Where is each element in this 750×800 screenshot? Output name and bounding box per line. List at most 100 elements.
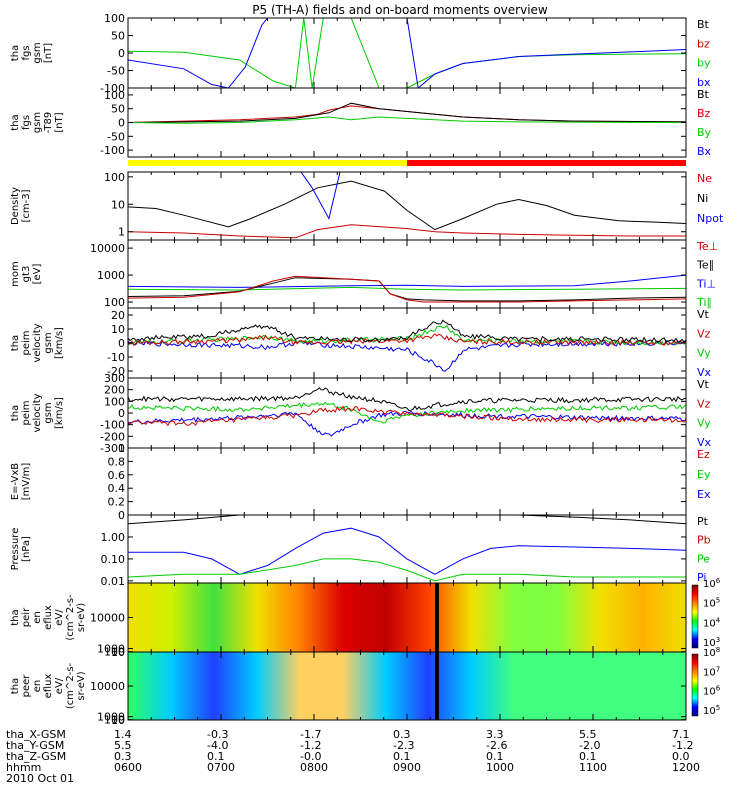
colorbar-tick-label: 106 bbox=[703, 577, 721, 590]
legend-entry: Bz bbox=[697, 107, 711, 120]
series-line-temp-Te⊥ bbox=[128, 275, 686, 303]
y-axis-label: [nT] bbox=[43, 43, 54, 63]
y-tick-label: 100 bbox=[104, 646, 125, 659]
legend-entry: Vt bbox=[697, 378, 710, 391]
y-axis-label: tha bbox=[10, 405, 21, 421]
legend-entry: Vy bbox=[697, 417, 711, 430]
y-axis-label: tha bbox=[10, 335, 21, 351]
y-axis-label: sr-eV) bbox=[76, 603, 87, 632]
y-axis-label: fgs bbox=[21, 45, 32, 60]
legend-entry: Pe bbox=[697, 552, 710, 565]
y-tick-label: 300 bbox=[104, 372, 125, 385]
y-tick-label: 100 bbox=[104, 12, 125, 25]
y-tick-label: 1 bbox=[118, 226, 125, 239]
y-axis-label: gsm bbox=[43, 402, 54, 423]
y-axis-label: (cm^2-s- bbox=[65, 594, 76, 641]
y-axis-label: eflux bbox=[43, 605, 54, 630]
legend-entry: Vx bbox=[697, 366, 712, 379]
legend-entry: Vt bbox=[697, 308, 710, 321]
series-line-vel_esa-Vy bbox=[128, 324, 686, 346]
y-axis-label: peim bbox=[21, 330, 32, 355]
legend-entry: Vx bbox=[697, 436, 712, 449]
plot-frame bbox=[127, 239, 687, 309]
y-tick-label: 0.6 bbox=[108, 469, 126, 482]
y-axis-label: fgs bbox=[21, 115, 32, 130]
y-tick-label: 20 bbox=[111, 309, 125, 322]
series-line-pressure-Pe bbox=[128, 558, 686, 582]
series-line-density-Ni bbox=[128, 180, 686, 231]
series-line-fgs_fac-Bz bbox=[128, 105, 686, 123]
legend-entry: Bt bbox=[697, 88, 710, 101]
y-tick-label: 100 bbox=[104, 714, 125, 727]
y-tick-label: 100 bbox=[104, 395, 125, 408]
plot-frame bbox=[127, 171, 687, 241]
y-axis-label: (cm^2-s- bbox=[65, 662, 76, 709]
plot-frame bbox=[127, 447, 687, 516]
y-axis-label: eV/ bbox=[54, 677, 65, 694]
series-line-temp-Ti⊥ bbox=[128, 274, 686, 288]
y-tick-label: -200 bbox=[100, 430, 125, 443]
y-axis-label: [eV] bbox=[32, 264, 43, 285]
y-axis-label: Density bbox=[10, 187, 21, 225]
y-tick-label: -50 bbox=[107, 130, 125, 143]
y-tick-label: 10000 bbox=[90, 612, 125, 625]
legend-entry: Pb bbox=[697, 534, 711, 547]
series-line-density-Npot bbox=[300, 172, 341, 220]
data-gap-marker bbox=[434, 652, 439, 720]
figure-title: P5 (TH-A) fields and on-board moments ov… bbox=[252, 3, 548, 17]
y-tick-label: -50 bbox=[107, 65, 125, 78]
y-tick-label: -10 bbox=[107, 351, 125, 364]
y-tick-label: 10000 bbox=[90, 680, 125, 693]
legend-entry: Ne bbox=[697, 172, 712, 185]
y-axis-label: gsm bbox=[43, 332, 54, 353]
y-axis-label: tha bbox=[10, 678, 21, 694]
y-tick-label: 10 bbox=[111, 714, 125, 727]
y-axis-label: [km/s] bbox=[54, 327, 65, 359]
legend-entry: Bx bbox=[697, 145, 712, 158]
colorbar-tick-label: 105 bbox=[703, 704, 720, 717]
legend-entry: Ti∥ bbox=[696, 296, 712, 309]
y-tick-label: 10000 bbox=[90, 242, 125, 255]
y-axis-label: -T89 bbox=[43, 112, 54, 134]
y-tick-label: 10 bbox=[111, 646, 125, 659]
y-tick-label: -100 bbox=[100, 82, 125, 95]
y-tick-label: 1000 bbox=[97, 269, 125, 282]
legend-entry: Te⊥ bbox=[696, 240, 718, 253]
legend-entry: Npot bbox=[697, 212, 724, 225]
spectrogram-image bbox=[128, 583, 686, 652]
plot-frame bbox=[127, 377, 687, 449]
y-tick-label: -100 bbox=[100, 419, 125, 432]
series-line-vel_esa_b-Vt bbox=[128, 387, 686, 412]
y-axis-label: tha bbox=[10, 45, 21, 61]
legend-entry: Bt bbox=[697, 18, 710, 31]
y-tick-label: -100 bbox=[100, 144, 125, 157]
colorbar-tick-label: 107 bbox=[703, 665, 720, 678]
series-line-fgs-bx bbox=[128, 18, 686, 88]
y-axis-label: tha bbox=[10, 114, 21, 130]
y-axis-label: tha bbox=[10, 609, 21, 625]
legend-entry: by bbox=[697, 57, 711, 70]
y-tick-label: 0 bbox=[118, 117, 125, 130]
y-tick-label: -300 bbox=[100, 442, 125, 455]
y-axis-label: eV/ bbox=[54, 609, 65, 626]
y-axis-label: peir bbox=[21, 607, 32, 627]
mode-bar-fast bbox=[407, 160, 686, 166]
y-tick-label: -20 bbox=[107, 365, 125, 378]
y-axis-label: velocity bbox=[32, 323, 43, 362]
mode-bar-slow bbox=[128, 160, 407, 166]
legend-entry: Te∥ bbox=[696, 259, 714, 272]
legend-entry: Pi bbox=[697, 571, 706, 584]
y-tick-label: 10 bbox=[111, 198, 125, 211]
y-tick-label: 0.4 bbox=[108, 482, 126, 495]
y-axis-label: [km/s] bbox=[54, 397, 65, 429]
y-tick-label: 0 bbox=[118, 337, 125, 350]
data-gap-marker bbox=[434, 583, 439, 652]
y-tick-label: 1 bbox=[118, 442, 125, 455]
y-tick-label: 1.00 bbox=[101, 531, 126, 544]
